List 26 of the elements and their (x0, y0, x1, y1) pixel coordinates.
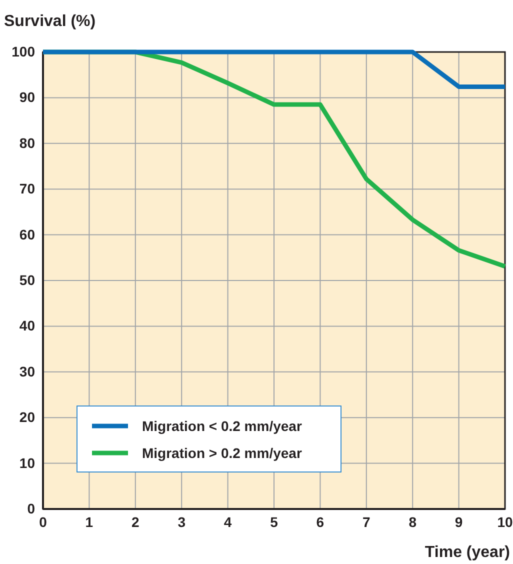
y-axis-title: Survival (%) (4, 13, 96, 30)
x-tick-label: 6 (316, 514, 324, 530)
y-tick-label: 80 (19, 134, 36, 151)
y-tick-label: 0 (27, 500, 36, 516)
x-tick-label: 5 (270, 514, 278, 530)
y-tick-label: 100 (12, 43, 36, 60)
y-tick-label: 20 (19, 409, 36, 426)
x-axis-title: Time (year) (424, 544, 510, 561)
y-tick-label: 40 (19, 318, 36, 334)
y-tick-label: 60 (19, 226, 36, 242)
y-tick-label: 50 (19, 272, 36, 288)
x-tick-label: 0 (39, 514, 48, 530)
y-tick-label: 70 (19, 180, 36, 197)
x-tick-label: 9 (454, 514, 463, 530)
legend-label: Migration > 0.2 mm/year (142, 445, 302, 461)
legend-label: Migration < 0.2 mm/year (142, 418, 302, 434)
x-tick-label: 8 (408, 514, 417, 530)
x-tick-label: 10 (497, 514, 513, 530)
x-tick-label: 1 (85, 514, 94, 530)
x-tick-label: 7 (362, 514, 370, 530)
y-tick-label: 10 (19, 454, 36, 471)
x-tick-label: 3 (178, 514, 186, 530)
x-tick-label: 4 (224, 514, 232, 530)
x-tick-label: 2 (132, 514, 140, 530)
y-tick-label: 90 (19, 89, 36, 106)
y-tick-label: 30 (19, 363, 36, 380)
